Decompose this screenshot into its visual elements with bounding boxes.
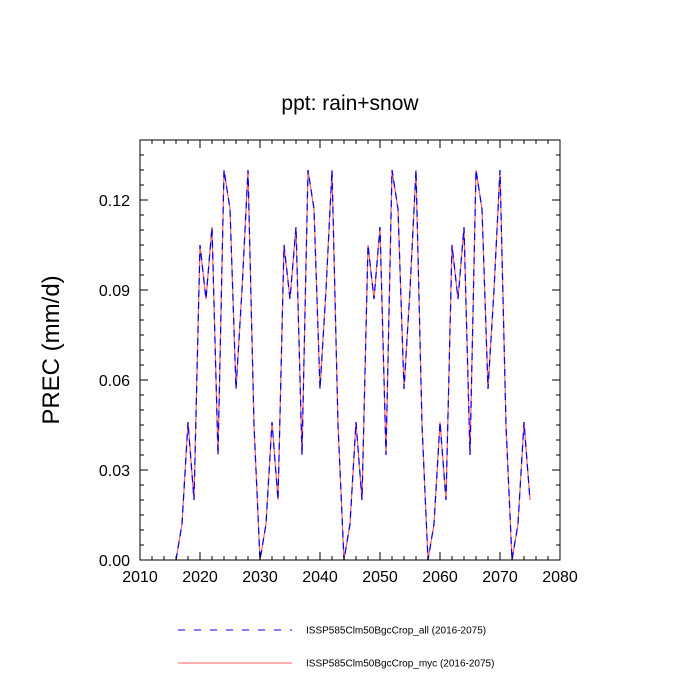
legend: ISSP585Clm50BgcCrop_all (2016-2075) ISSP5…: [178, 626, 494, 670]
x-tick-label: 2060: [422, 569, 458, 586]
y-axis-label: PREC (mm/d): [38, 275, 65, 424]
x-tick-label: 2050: [362, 569, 398, 586]
x-tick-label: 2040: [302, 569, 338, 586]
y-axis: 0.00 0.03 0.06 0.09 0.12: [99, 139, 560, 570]
x-tick-label: 2010: [122, 569, 158, 586]
x-tick-label: 2080: [542, 569, 578, 586]
x-tick-label: 2030: [242, 569, 278, 586]
series-line-2: [175, 169, 531, 561]
series-layer: [175, 169, 531, 561]
x-tick-label: 2020: [182, 569, 218, 586]
x-axis: 2010 2020 2030 2040 2050 2060 2070 2080: [122, 140, 578, 586]
y-tick-label: 0.03: [99, 463, 130, 480]
y-tick-label: 0.06: [99, 373, 130, 390]
y-tick-label: 0.00: [99, 553, 130, 570]
legend-label-1: ISSP585Clm50BgcCrop_all (2016-2075): [306, 626, 486, 637]
x-tick-label: 2070: [482, 569, 518, 586]
plot-frame: [139, 139, 561, 561]
legend-label-2: ISSP585Clm50BgcCrop_myc (2016-2075): [306, 659, 494, 670]
series-line-1: [175, 169, 531, 561]
chart-title: ppt: rain+snow: [281, 92, 419, 115]
y-tick-label: 0.12: [99, 193, 130, 210]
y-tick-label: 0.09: [99, 283, 130, 300]
